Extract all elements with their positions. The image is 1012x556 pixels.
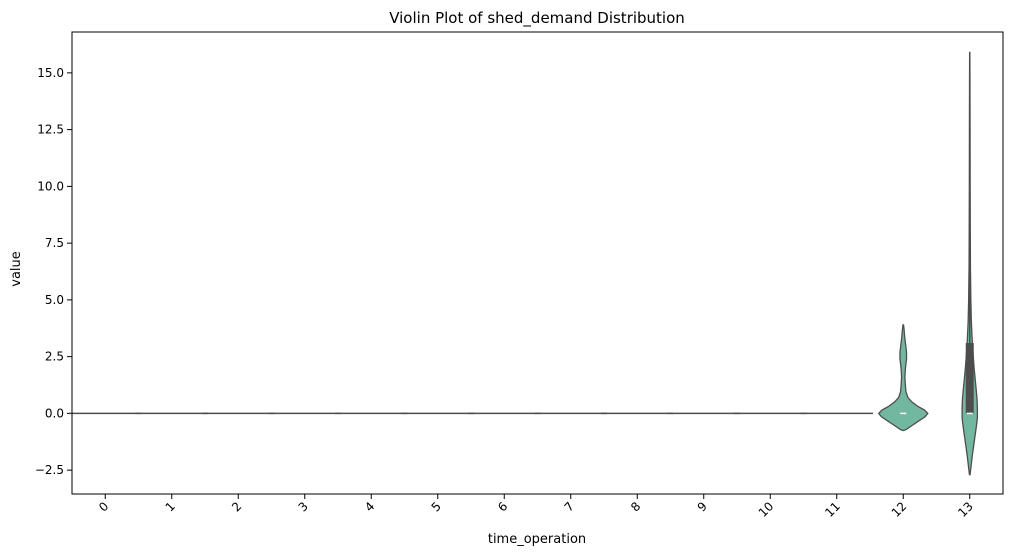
- y-axis-label: value: [9, 251, 24, 287]
- chart-title: Violin Plot of shed_demand Distribution: [389, 9, 685, 28]
- x-tick-label: 9: [695, 499, 710, 514]
- x-tick-label: 10: [756, 499, 777, 520]
- y-tick-label: 7.5: [45, 236, 64, 250]
- x-tick-label: 1: [163, 499, 178, 514]
- y-tick-label: −2.5: [35, 463, 64, 477]
- y-tick-label: 12.5: [37, 123, 64, 137]
- x-axis-label: time_operation: [488, 532, 586, 547]
- violin-iqr-box: [965, 343, 974, 414]
- x-tick-label: 6: [495, 499, 510, 514]
- x-tick-label: 3: [296, 499, 311, 514]
- x-tick-label: 12: [889, 499, 910, 520]
- x-tick-label: 4: [362, 499, 377, 514]
- x-tick-label: 5: [429, 499, 444, 514]
- x-tick-label: 0: [96, 499, 111, 514]
- x-tick-label: 13: [955, 499, 976, 520]
- y-tick-label: 0.0: [45, 406, 64, 420]
- plot-frame: [71, 31, 1004, 495]
- y-tick-label: 5.0: [45, 293, 64, 307]
- plot-area: −2.50.02.55.07.510.012.515.00 1 2 3 4 5 6 7 8 9 10…: [35, 31, 1004, 520]
- x-tick-label: 11: [822, 499, 843, 520]
- y-tick-label: 2.5: [45, 350, 64, 364]
- violin-body: [877, 324, 929, 432]
- y-tick-label: 10.0: [37, 179, 64, 193]
- x-tick-label: 2: [229, 499, 244, 514]
- y-tick-label: 15.0: [37, 66, 64, 80]
- x-tick-label: 8: [628, 499, 643, 514]
- x-tick-label: 7: [562, 499, 577, 514]
